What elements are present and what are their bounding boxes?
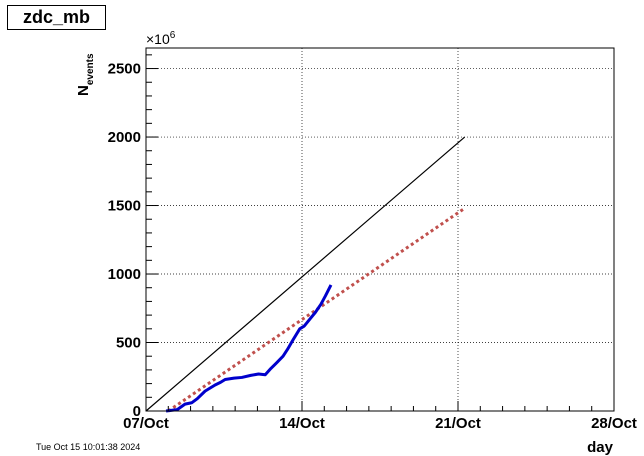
y-tick-label: 1000	[108, 266, 141, 283]
series-group	[145, 136, 466, 413]
y-axis-multiplier: ×106	[146, 30, 176, 47]
x-tick-label: 07/Oct	[123, 415, 169, 432]
chart-title: zdc_mb	[7, 5, 106, 30]
x-axis-label: day	[587, 439, 614, 456]
timestamp: Tue Oct 15 10:01:38 2024	[36, 442, 141, 452]
grid-lines	[146, 48, 614, 411]
x-tick-label: 21/Oct	[435, 415, 481, 432]
y-axis-label: Nevents	[75, 53, 96, 96]
series-line-solid	[145, 136, 466, 412]
y-tick-label: 2500	[108, 61, 141, 78]
y-tick-label: 0	[133, 403, 141, 420]
x-tick-label: 14/Oct	[279, 415, 325, 432]
y-tick-label: 2000	[108, 129, 141, 146]
plot-frame	[145, 47, 615, 412]
y-tick-label: 1500	[108, 198, 141, 215]
axis-labels: 07/Oct 14/Oct 21/Oct 28/Oct 0 500 1000 1500 2000…	[75, 30, 637, 456]
series-line-thick	[165, 284, 333, 413]
axis-ticks	[145, 54, 615, 412]
x-tick-label: 28/Oct	[591, 415, 637, 432]
y-tick-label: 500	[116, 335, 141, 352]
